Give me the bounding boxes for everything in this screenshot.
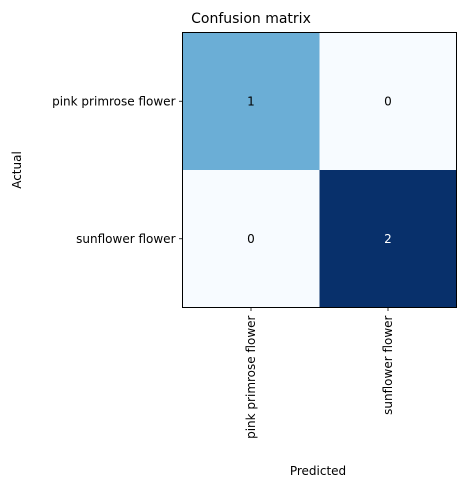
heatmap-cell-value-r0-c0: 1 <box>247 94 255 108</box>
heatmap-cell-value-r1-c1: 2 <box>384 232 392 246</box>
x-axis-label: Predicted <box>290 464 346 478</box>
chart-title: Confusion matrix <box>191 11 311 27</box>
x-axis-ticks: pink primrose flower sunflower flower <box>244 308 395 439</box>
x-tick-label: sunflower flower <box>381 315 395 414</box>
y-axis-ticks: pink primrose flower sunflower flower <box>52 94 182 246</box>
x-tick-label: pink primrose flower <box>244 315 258 438</box>
y-axis-label: Actual <box>10 151 24 189</box>
heatmap-cell-value-r0-c1: 0 <box>384 94 392 108</box>
heatmap-cell-value-r1-c0: 0 <box>247 232 255 246</box>
y-tick-label: pink primrose flower <box>52 94 175 108</box>
y-tick-label: sunflower flower <box>76 232 175 246</box>
heatmap-cells <box>183 33 457 308</box>
